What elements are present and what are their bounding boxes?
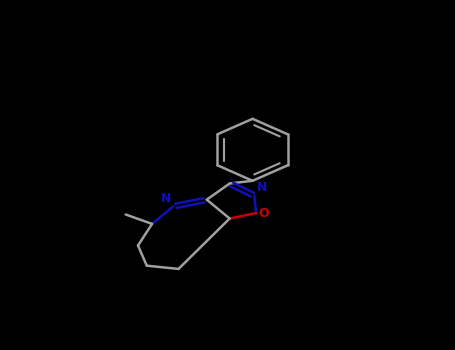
Text: N: N [257, 181, 267, 194]
Text: N: N [161, 192, 171, 205]
Text: O: O [258, 206, 269, 220]
